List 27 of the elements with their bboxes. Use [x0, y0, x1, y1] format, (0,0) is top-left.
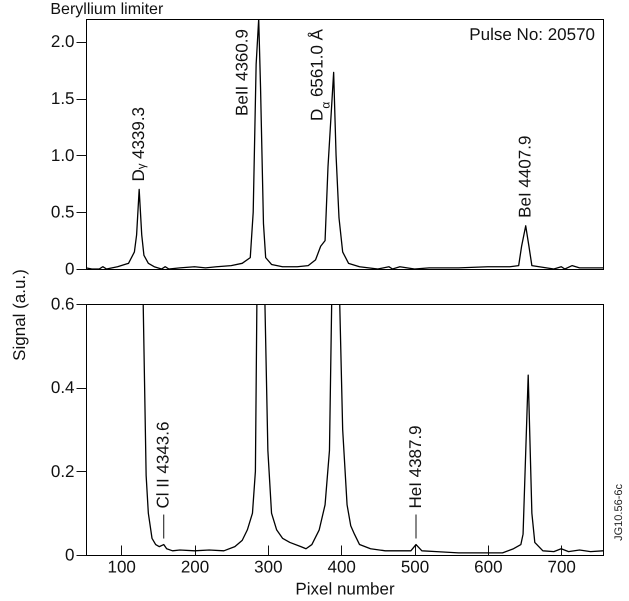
- annotation: Dᵧ 4339.3: [129, 106, 148, 182]
- y-tick-label: 0.4: [50, 378, 74, 398]
- y-tick-label: 0.2: [50, 462, 74, 481]
- y-tick-label: 0.6: [50, 294, 74, 314]
- y-tick-label: 0: [65, 260, 74, 278]
- y-tick-label: 0.5: [50, 202, 74, 222]
- y-tick-label: 1.0: [50, 146, 74, 165]
- annotation: HeI 4387.9: [406, 425, 425, 509]
- line-series: [86, 19, 603, 269]
- annotation: BeI 4407.9: [516, 136, 535, 218]
- x-tick-label: 300: [254, 558, 283, 576]
- y-tick-label: 0: [65, 546, 74, 564]
- annotation: Cl II 4343.6: [154, 422, 173, 509]
- y-axis-title: Signal (a.u.): [10, 269, 30, 361]
- x-tick-label: 100: [108, 558, 136, 576]
- y-tick-label: 1.5: [50, 89, 74, 108]
- chart-title: Beryllium limiter: [50, 1, 164, 18]
- x-tick-label: 200: [180, 558, 210, 576]
- x-tick-label: 700: [548, 558, 576, 576]
- annotation: BeII 4360.9: [232, 29, 252, 116]
- annotation: Pulse No: 20570: [469, 25, 595, 44]
- x-tick-label: 400: [328, 558, 356, 576]
- x-tick-label: 500: [400, 558, 430, 576]
- x-axis-title: Pixel number: [295, 580, 395, 598]
- y-tick-label: 2.0: [50, 32, 74, 52]
- text: JG10.56-6c: [613, 484, 625, 541]
- x-tick-label: 600: [474, 558, 503, 576]
